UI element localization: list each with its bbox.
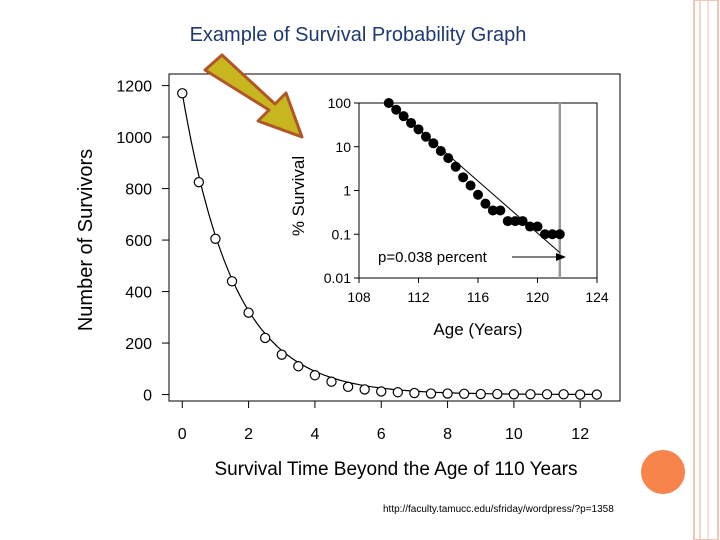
- inset-data-point: [510, 216, 521, 227]
- inset-y-tick-label: 1: [343, 183, 351, 199]
- inset-data-point: [383, 98, 394, 108]
- annotation-arrowhead: [556, 253, 566, 261]
- main-data-point: [541, 389, 553, 400]
- main-data-point: [442, 388, 453, 399]
- main-y-tick-label: 800: [125, 182, 152, 199]
- main-x-tick-label: 6: [377, 426, 386, 443]
- inset-data-point: [554, 229, 565, 240]
- inset-x-tick-label: 112: [407, 289, 430, 305]
- main-data-point: [492, 388, 503, 400]
- main-y-tick-label: 400: [125, 285, 152, 302]
- main-data-point: [525, 389, 536, 400]
- main-data-point: [376, 386, 387, 397]
- inset-data-point: [413, 124, 424, 135]
- main-x-tick-label: 10: [505, 426, 523, 443]
- main-data-point: [326, 376, 337, 387]
- inset-data-point: [547, 229, 558, 240]
- inset-data-point: [473, 189, 483, 200]
- inset-data-point: [495, 205, 506, 216]
- main-y-tick-label: 1000: [116, 130, 152, 147]
- inset-data-point: [391, 104, 402, 115]
- main-data-point: [210, 233, 221, 244]
- inset-y-tick-label: 100: [328, 95, 352, 111]
- main-x-tick-label: 4: [310, 426, 319, 443]
- main-data-point: [558, 389, 569, 400]
- inset-data-point: [539, 229, 550, 240]
- inset-data-point: [487, 205, 498, 216]
- inset-y-tick-label: 0.1: [332, 226, 352, 242]
- inset-data-point: [465, 180, 476, 191]
- inset-annotation: p=0.038 percent: [378, 249, 488, 266]
- main-data-point: [591, 389, 602, 400]
- main-data-point: [177, 88, 188, 99]
- main-data-point: [342, 381, 354, 393]
- inset-data-point: [525, 221, 536, 232]
- main-data-point: [193, 176, 205, 188]
- main-y-axis-label: Number of Survivors: [75, 149, 97, 331]
- main-data-point: [226, 276, 238, 287]
- inset-x-tick-label: 108: [347, 289, 371, 305]
- inset-data-point: [458, 172, 469, 183]
- inset-data-point: [532, 221, 543, 232]
- main-x-tick-label: 12: [571, 426, 589, 443]
- inset-data-point: [517, 216, 528, 227]
- inset-data-point: [420, 131, 431, 142]
- inset-data-point: [480, 198, 491, 209]
- main-data-point: [508, 389, 520, 400]
- main-data-point: [392, 387, 404, 398]
- inset-data-point: [443, 153, 454, 164]
- inset-data-point: [435, 145, 446, 156]
- pointer-arrow: [203, 53, 304, 139]
- main-x-tick-label: 0: [178, 426, 187, 443]
- main-data-point: [575, 389, 586, 400]
- main-data-point: [243, 307, 254, 318]
- inset-y-tick-label: 0.01: [324, 270, 351, 286]
- main-y-tick-label: 200: [125, 336, 152, 353]
- main-data-point: [293, 361, 304, 372]
- main-data-point: [425, 388, 437, 399]
- main-data-point: [259, 332, 271, 344]
- inset-x-tick-label: 116: [467, 289, 490, 305]
- main-data-point: [276, 349, 287, 360]
- main-data-point: [458, 388, 470, 399]
- main-data-point: [475, 388, 486, 400]
- inset-y-tick-label: 10: [335, 139, 351, 155]
- inset-data-point: [428, 138, 439, 149]
- inset-data-points: [383, 98, 565, 240]
- inset-axes: 108 112 116 120 124 100 10 1 0.1 0.01: [324, 95, 609, 305]
- main-y-tick-label: 600: [125, 233, 152, 250]
- decorative-border: [693, 0, 719, 540]
- inset-data-point: [398, 111, 409, 122]
- decorative-dot: [641, 450, 685, 494]
- main-y-tick-label: 1200: [116, 79, 152, 96]
- inset-x-axis-label: Age (Years): [433, 320, 522, 339]
- main-x-tick-label: 2: [244, 426, 253, 443]
- source-url: http://faculty.tamucc.edu/sfriday/wordpr…: [383, 504, 614, 515]
- inset-data-point: [502, 216, 513, 227]
- inset-data-point: [450, 161, 461, 172]
- inset-x-tick-label: 124: [585, 289, 609, 305]
- main-y-tick-label: 0: [143, 388, 152, 405]
- main-data-point: [359, 384, 370, 395]
- inset-y-axis-label: % Survival: [289, 156, 308, 236]
- slide-title: Example of Survival Probability Graph: [189, 24, 527, 46]
- inset-data-point: [406, 117, 417, 128]
- main-data-point: [309, 370, 321, 381]
- inset-x-tick-label: 120: [526, 289, 550, 305]
- main-x-tick-label: 8: [443, 426, 452, 443]
- main-data-points: [177, 88, 602, 400]
- main-x-axis-label: Survival Time Beyond the Age of 110 Year…: [215, 459, 578, 480]
- main-data-point: [409, 387, 420, 399]
